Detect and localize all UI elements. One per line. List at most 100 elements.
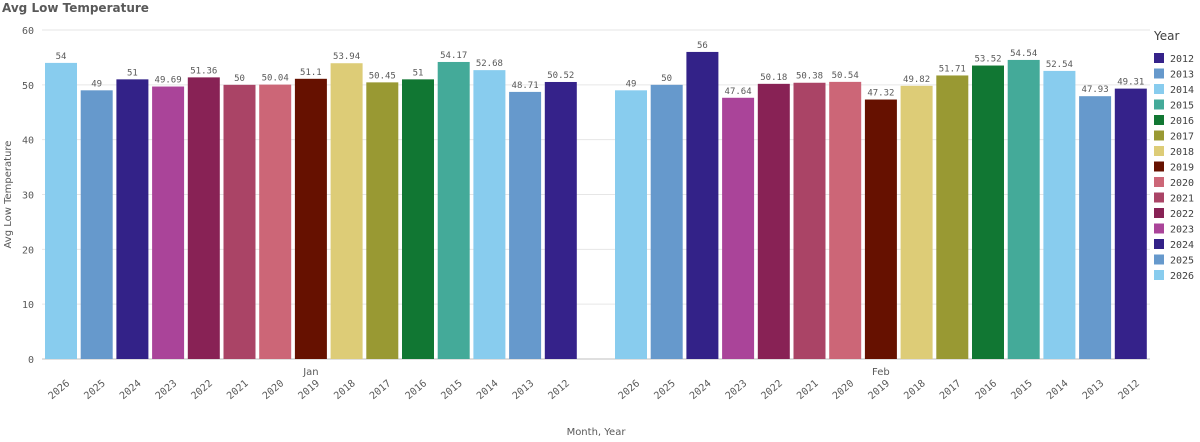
x-tick-label-year: 2013 [511, 378, 537, 402]
data-label: 49 [91, 79, 102, 89]
bar-jan-2015[interactable] [437, 61, 470, 359]
legend-swatch[interactable] [1154, 223, 1164, 234]
bar-jan-2013[interactable] [509, 91, 542, 359]
y-tick-label: 20 [22, 245, 34, 256]
bar-feb-2020[interactable] [829, 81, 862, 360]
bar-jan-2023[interactable] [152, 86, 185, 359]
legend-swatch[interactable] [1154, 99, 1164, 110]
x-group-label-jan: Jan [302, 367, 318, 378]
x-tick-label-year: 2025 [82, 378, 108, 402]
data-label: 51.36 [190, 66, 217, 76]
legend-item-2017[interactable]: 2017 [1170, 132, 1194, 143]
bar-feb-2023[interactable] [722, 97, 755, 360]
x-tick-label-year: 2012 [546, 378, 572, 402]
bar-feb-2012[interactable] [1114, 88, 1147, 360]
legend-title: Year [1153, 29, 1179, 43]
bar-feb-2019[interactable] [864, 99, 897, 360]
x-tick-label-year: 2017 [938, 378, 964, 402]
x-tick-label-year: 2023 [154, 378, 180, 402]
bar-feb-2018[interactable] [900, 85, 933, 359]
bar-jan-2022[interactable] [187, 77, 220, 359]
y-tick-label: 10 [22, 300, 34, 311]
bar-jan-2016[interactable] [402, 79, 434, 359]
data-label: 50.18 [760, 73, 787, 83]
y-tick-label: 40 [22, 136, 34, 147]
data-label: 51 [127, 68, 138, 78]
legend-item-2013[interactable]: 2013 [1170, 70, 1194, 81]
bar-feb-2013[interactable] [1079, 96, 1112, 359]
bar-jan-2012[interactable] [544, 81, 577, 360]
x-tick-label-year: 2016 [974, 378, 1000, 402]
legend-swatch[interactable] [1154, 208, 1164, 218]
bar-feb-2015[interactable] [1007, 59, 1040, 360]
legend-item-2020[interactable]: 2020 [1170, 178, 1194, 189]
bar-feb-2016[interactable] [972, 65, 1004, 360]
y-axis: 0 10 20 30 40 50 60 Avg Low Temperature [3, 26, 34, 366]
y-tick-label: 30 [22, 191, 34, 202]
bars: 54 49 51 49.69 51.36 50 50.04 51.1 53.94 50.45 51 5… [45, 41, 1147, 360]
bar-feb-2025[interactable] [650, 84, 683, 359]
x-axis-label: Month, Year [567, 427, 627, 438]
x-tick-label-year: 2014 [475, 378, 501, 402]
bar-feb-2014[interactable] [1043, 70, 1076, 359]
data-label: 50.38 [796, 72, 823, 82]
legend-swatch[interactable] [1154, 161, 1164, 172]
bar-feb-2021[interactable] [793, 82, 826, 359]
legend-item-2026[interactable]: 2026 [1170, 271, 1194, 282]
legend-item-2023[interactable]: 2023 [1170, 225, 1194, 236]
bar-jan-2021[interactable] [223, 84, 256, 359]
legend-swatch[interactable] [1154, 53, 1164, 63]
bar-jan-2017[interactable] [366, 82, 399, 359]
legend-item-2024[interactable]: 2024 [1170, 240, 1194, 251]
legend-item-2012[interactable]: 2012 [1170, 54, 1194, 65]
data-label: 48.71 [512, 81, 539, 91]
bar-jan-2014[interactable] [473, 70, 506, 359]
data-label: 52.54 [1046, 60, 1073, 70]
data-label: 47.93 [1082, 85, 1109, 95]
legend-swatch[interactable] [1154, 130, 1164, 141]
bar-jan-2019[interactable] [294, 78, 327, 359]
bar-jan-2024[interactable] [116, 79, 149, 359]
x-tick-label-year: 2018 [902, 378, 928, 402]
data-label: 49.31 [1117, 78, 1144, 88]
data-label: 47.32 [867, 89, 894, 99]
legend-swatch[interactable] [1154, 177, 1164, 187]
legend-swatch[interactable] [1154, 146, 1164, 156]
legend-swatch[interactable] [1154, 254, 1164, 265]
data-label: 52.68 [476, 59, 503, 69]
data-label: 50.45 [369, 71, 396, 81]
bar-feb-2022[interactable] [757, 83, 790, 359]
x-tick-label-year: 2015 [1009, 378, 1035, 402]
legend-item-2021[interactable]: 2021 [1170, 194, 1194, 205]
bar-jan-2026[interactable] [45, 62, 77, 360]
bar-jan-2020[interactable] [259, 84, 292, 359]
bar-jan-2018[interactable] [330, 63, 363, 359]
x-tick-label-year: 2012 [1116, 378, 1142, 402]
bar-feb-2017[interactable] [936, 75, 969, 359]
legend-swatch[interactable] [1154, 270, 1164, 280]
data-label: 53.52 [974, 55, 1001, 65]
x-tick-label-year: 2021 [795, 378, 821, 402]
bar-feb-2024[interactable] [686, 51, 719, 359]
legend-swatch[interactable] [1154, 192, 1164, 203]
bar-feb-2026[interactable] [615, 90, 647, 360]
x-tick-label-year: 2022 [759, 378, 785, 402]
legend-item-2022[interactable]: 2022 [1170, 209, 1194, 220]
legend-swatch[interactable] [1154, 84, 1164, 94]
x-tick-label-year: 2016 [404, 378, 430, 402]
data-label: 49.82 [903, 75, 930, 85]
x-tick-label-year: 2020 [261, 378, 287, 402]
legend-item-2018[interactable]: 2018 [1170, 147, 1194, 158]
legend-swatch[interactable] [1154, 115, 1164, 125]
legend-swatch[interactable] [1154, 239, 1164, 249]
data-label: 50.04 [262, 74, 289, 84]
chart-title: Avg Low Temperature [2, 1, 149, 15]
legend-swatch[interactable] [1154, 68, 1164, 79]
legend-item-2025[interactable]: 2025 [1170, 256, 1194, 267]
legend-item-2014[interactable]: 2014 [1170, 85, 1194, 96]
legend-item-2019[interactable]: 2019 [1170, 163, 1194, 174]
bar-jan-2025[interactable] [80, 90, 113, 360]
legend-item-2016[interactable]: 2016 [1170, 116, 1194, 127]
y-axis-label: Avg Low Temperature [3, 141, 14, 249]
legend-item-2015[interactable]: 2015 [1170, 101, 1194, 112]
